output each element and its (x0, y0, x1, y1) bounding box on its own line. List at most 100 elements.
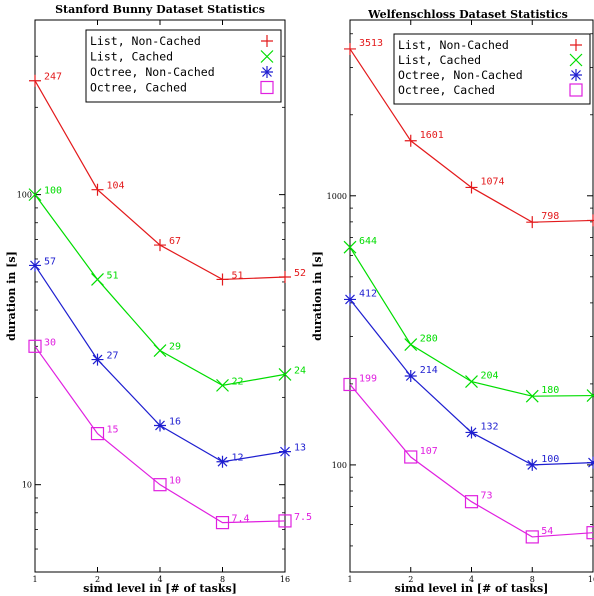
data-label: 644 (359, 236, 377, 247)
data-label: 132 (481, 421, 499, 432)
legend-entry: Octree, Non-Cached (398, 68, 523, 82)
data-point (343, 240, 357, 254)
data-label: 100 (44, 186, 62, 197)
data-point (464, 495, 479, 509)
chart-panel-2: Welfenschloss Dataset Statistics 1 2 4 8 16 10… (311, 8, 594, 595)
legend-marker (569, 83, 583, 97)
legend-marker (261, 35, 273, 47)
data-point (215, 516, 230, 530)
data-label: 180 (541, 385, 559, 396)
data-point (526, 216, 539, 229)
data-point (526, 458, 539, 471)
legend-marker (570, 69, 582, 81)
plot-frame (34, 19, 286, 573)
data-label: 30 (44, 337, 56, 348)
chart-title: Stanford Bunny Dataset Statistics (55, 3, 265, 16)
data-point (278, 367, 292, 381)
data-point (29, 74, 41, 87)
data-point (404, 338, 418, 351)
legend-entry: Octree, Non-Cached (90, 65, 215, 79)
data-point (216, 378, 229, 392)
legend-marker (260, 80, 274, 95)
data-point (153, 478, 167, 492)
data-point (154, 239, 166, 252)
x-tick-label: 16 (588, 575, 594, 584)
data-point (216, 455, 229, 468)
x-tick-label: 4 (157, 575, 162, 584)
data-label: 51 (107, 270, 119, 281)
series-4: 30 15 10 7.4 7.5 (28, 337, 312, 530)
legend-entry: Octree, Cached (90, 81, 187, 95)
x-tick-label: 4 (469, 575, 474, 584)
y-axis-label: duration in [s] (5, 251, 18, 341)
data-label: 798 (541, 211, 559, 222)
data-point (404, 450, 418, 464)
chart-panel-1: Stanford Bunny Dataset Statistics 1 2 4 8 16 1… (5, 3, 312, 595)
series-2: 100 51 29 22 24 (28, 186, 306, 392)
series-3: 412214132100102 (344, 288, 594, 471)
data-point (586, 526, 594, 540)
legend-entry: List, Non-Cached (398, 38, 509, 52)
data-label: 57 (44, 256, 56, 267)
legend-box (85, 29, 282, 103)
series-line (34, 265, 286, 463)
data-label: 107 (420, 446, 438, 457)
series-2: 644280204180181 (343, 236, 594, 403)
legend-entry: Octree, Cached (398, 83, 495, 97)
series-4: 199107735456 (343, 373, 594, 544)
series-line (349, 384, 594, 538)
legend-box (393, 33, 591, 105)
data-point (343, 377, 357, 392)
data-label: 27 (107, 351, 119, 362)
legend-entry: List, Non-Cached (90, 34, 201, 48)
data-point (404, 369, 417, 382)
y-tick-label: 1000 (327, 192, 347, 201)
series-1: 247 104 67 51 52 (29, 72, 306, 286)
series-1: 351316011074798810 (344, 38, 594, 229)
data-label: 1601 (420, 130, 444, 141)
series-line (34, 345, 286, 524)
data-point (216, 273, 229, 286)
data-point (587, 214, 594, 227)
x-tick-label: 1 (32, 575, 37, 584)
data-point (587, 456, 594, 469)
data-label: 54 (541, 526, 553, 537)
x-axis-label: simd level in [# of tasks] (395, 582, 549, 595)
legend-entry: List, Cached (90, 50, 173, 64)
x-tick-label: 2 (408, 575, 413, 584)
data-label: 247 (44, 72, 62, 83)
legend-marker (261, 66, 273, 78)
data-point (90, 427, 105, 441)
data-label: 7.4 (232, 514, 250, 525)
x-tick-label: 1 (347, 575, 352, 584)
data-label: 73 (481, 491, 493, 502)
series-line (34, 194, 286, 386)
y-tick-label: 10 (22, 481, 32, 490)
x-tick-label: 16 (280, 575, 290, 584)
data-label: 3513 (359, 38, 383, 49)
series-line (349, 246, 594, 397)
x-tick-label: 2 (95, 575, 100, 584)
data-point (465, 181, 478, 194)
data-point (278, 514, 292, 528)
data-point (465, 375, 478, 389)
x-tick-label: 8 (220, 575, 225, 584)
chart-title: Welfenschloss Dataset Statistics (367, 8, 568, 21)
data-label: 199 (359, 373, 377, 384)
data-point (404, 134, 417, 147)
legend-marker (570, 39, 582, 51)
data-point (28, 339, 42, 353)
legend-marker (569, 53, 583, 67)
series-3: 57 27 16 12 13 (29, 256, 306, 468)
data-label: 67 (169, 236, 181, 247)
data-point (525, 389, 539, 403)
data-point (154, 419, 166, 432)
data-point (279, 445, 291, 458)
data-label: 13 (294, 443, 306, 454)
data-label: 280 (420, 334, 438, 345)
data-point (28, 188, 42, 202)
data-point (465, 426, 478, 439)
legend-entry: List, Cached (398, 53, 481, 67)
data-label: 29 (169, 342, 181, 353)
